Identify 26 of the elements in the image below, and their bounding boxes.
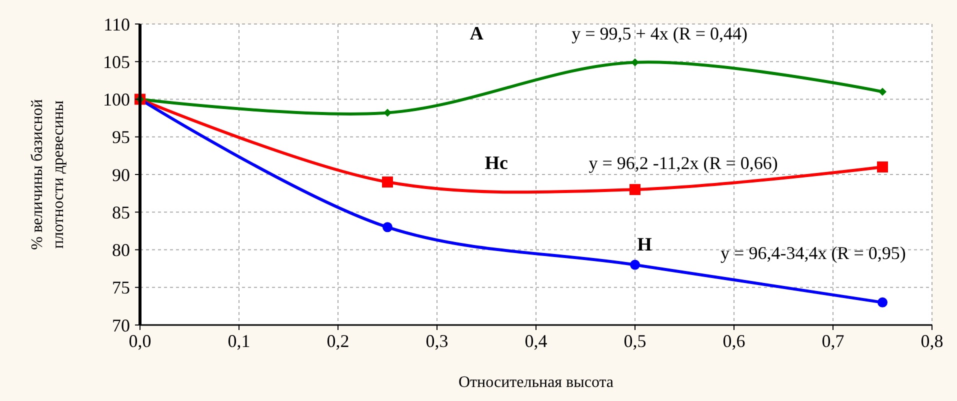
y-tick-label: 70 [112,315,130,336]
x-tick-label: 0,3 [426,331,448,351]
y-tick-label: 95 [112,127,130,148]
annotation: Н [637,234,652,256]
x-tick-label: 0,2 [326,331,350,351]
y-tick-label: 100 [103,90,130,110]
x-tick-label: 0,1 [228,331,250,351]
annotation: А [470,24,484,45]
annotation: y = 96,2 -11,2x (R = 0,66) [588,152,778,173]
x-tick-label: 0,0 [128,331,152,351]
y-axis-title: % величины базисной плотности древесины [29,98,67,250]
annotation: y = 99,5 + 4x (R = 0,44) [572,23,748,44]
x-tick-label: 0,5 [624,331,646,351]
annotation: Нс [484,153,508,174]
y-tick-label: 75 [112,278,130,298]
x-axis-title: Относительная высота [458,374,614,391]
x-tick-label: 0,4 [524,331,548,351]
x-tick-label: 0,7 [822,331,844,351]
x-tick-label: 0,8 [920,331,944,351]
y-tick-label: 90 [112,164,130,185]
y-tick-label: 110 [104,14,130,34]
y-tick-label: 80 [112,240,130,260]
y-tick-label: 85 [112,202,130,222]
y-tick-label: 105 [103,52,130,72]
x-tick-label: 0,6 [722,331,746,351]
annotation: y = 96,4-34,4x (R = 0,95) [720,243,906,264]
